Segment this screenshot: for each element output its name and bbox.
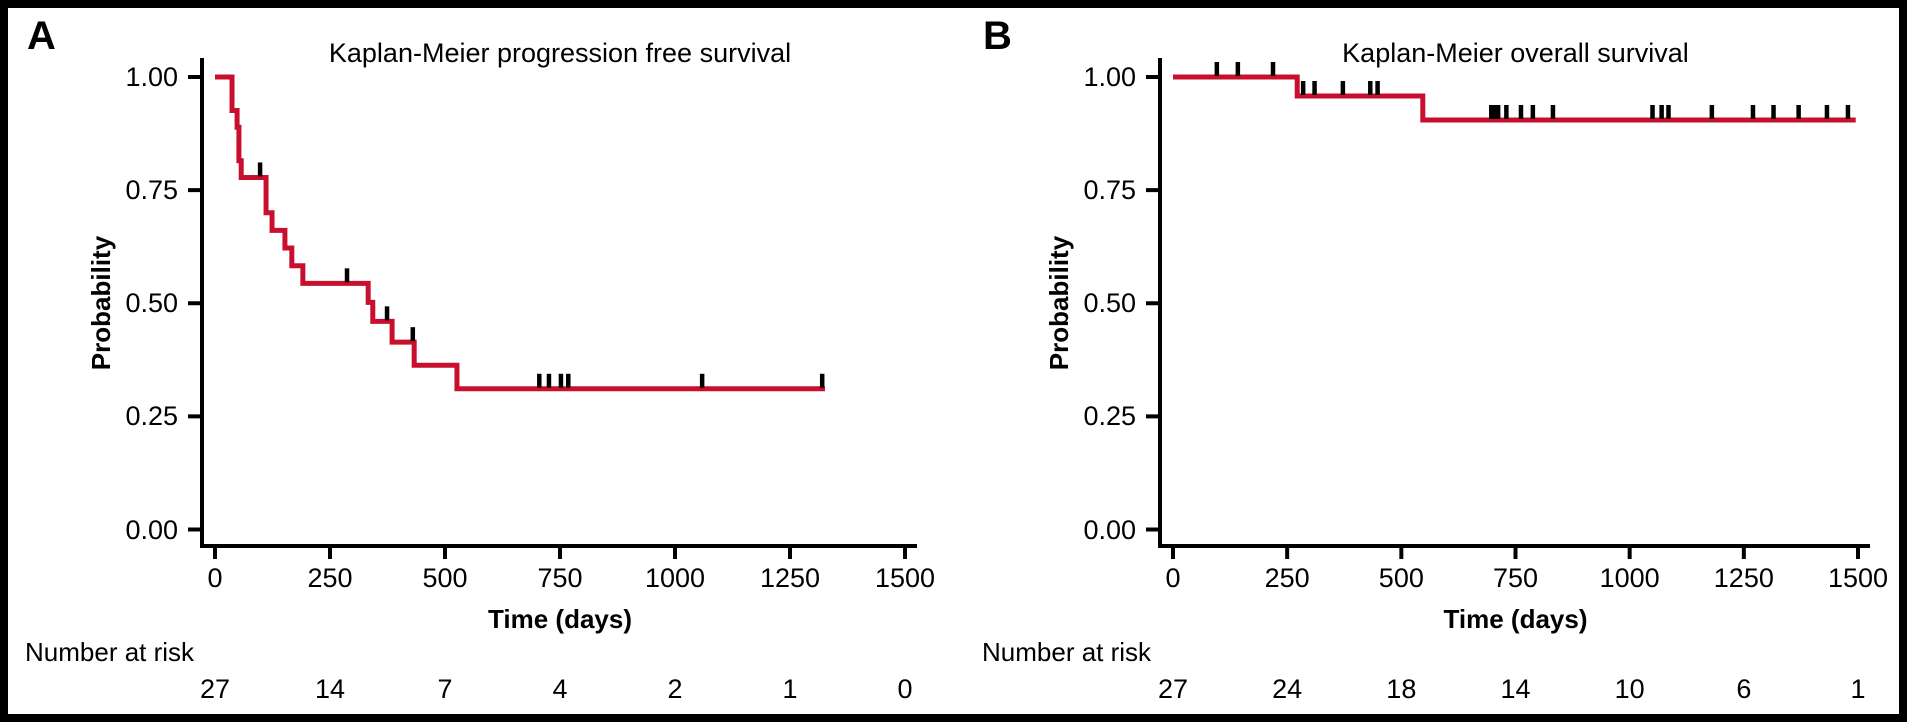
panel-a-y-tick-label: 1.00 <box>125 62 178 92</box>
panel-a-x-tick-label: 250 <box>307 563 353 593</box>
panel-b-x-tick-label: 1000 <box>1599 563 1660 593</box>
panel-b-x-tick-label: 1500 <box>1827 563 1889 593</box>
panel-b-number-at-risk-value: 24 <box>1272 674 1303 704</box>
panel-b-km-curve <box>1173 74 1856 123</box>
panel-a-y-tick-label: 0.00 <box>125 514 178 545</box>
panel-a-km-curve <box>215 74 825 392</box>
panel-b-number-at-risk-value: 27 <box>1157 674 1189 704</box>
panel-b-y-tick-label: 1.00 <box>1083 62 1136 92</box>
panel-b-number-at-risk-value: 6 <box>1736 674 1752 704</box>
panel-a-number-at-risk-value: 2 <box>667 674 683 704</box>
panel-b-x-axis-title: Time (days) <box>1443 604 1588 634</box>
panel-b-x-tick-label: 1250 <box>1713 563 1774 593</box>
panel-a-label: A <box>27 14 56 58</box>
panel-b-x-tick-label: 0 <box>1165 563 1181 593</box>
panel-a-x-tick-label: 750 <box>537 563 583 593</box>
panel-a-x-tick-label: 500 <box>422 563 468 593</box>
panel-b-number-at-risk-value: 10 <box>1614 674 1645 704</box>
panel-b-number-at-risk-value: 14 <box>1500 674 1531 704</box>
panel-a-number-at-risk-value: 14 <box>314 674 346 704</box>
panel-a-number-at-risk-value: 1 <box>782 674 798 704</box>
panel-b-x-tick-label: 500 <box>1378 563 1424 593</box>
panel-a-y-tick-label: 0.25 <box>125 401 178 432</box>
panel-a-y-tick-label: 0.75 <box>125 175 178 206</box>
panel-b-y-tick-label: 0.25 <box>1083 401 1136 432</box>
panel-a-x-tick-label: 1250 <box>759 563 821 593</box>
panel-a-number-at-risk-value: 27 <box>199 674 231 704</box>
panel-a-x-axis-title: Time (days) <box>487 604 632 634</box>
panel-a-y-tick-label: 0.50 <box>125 288 178 319</box>
panel-b-y-tick-label: 0.50 <box>1083 288 1136 319</box>
panel-b-y-tick-label: 0.75 <box>1083 175 1136 206</box>
panel-b-x-tick-label: 750 <box>1492 563 1539 593</box>
panel-a-x-tick-label: 1500 <box>874 563 936 593</box>
panel-b-number-at-risk-label: Number at risk <box>982 637 1152 667</box>
panel-b-title: Kaplan-Meier overall survival <box>1342 38 1689 68</box>
panel-a-number-at-risk-value: 0 <box>897 674 913 704</box>
panel-a-x-tick-label: 0 <box>207 563 223 593</box>
panel-a-number-at-risk-label: Number at risk <box>25 637 195 667</box>
panel-b-y-tick-label: 0.00 <box>1083 514 1136 545</box>
panel-a-number-at-risk-value: 4 <box>552 674 568 704</box>
panel-b-label: B <box>983 14 1012 58</box>
panel-b-x-tick-label: 250 <box>1264 563 1310 593</box>
panel-a-number-at-risk-value: 7 <box>437 674 453 704</box>
panel-b-number-at-risk-value: 1 <box>1850 674 1866 704</box>
panel-b-number-at-risk-value: 18 <box>1386 674 1417 704</box>
panel-a-title: Kaplan-Meier progression free survival <box>328 38 792 68</box>
panel-a-x-tick-label: 1000 <box>644 563 706 593</box>
